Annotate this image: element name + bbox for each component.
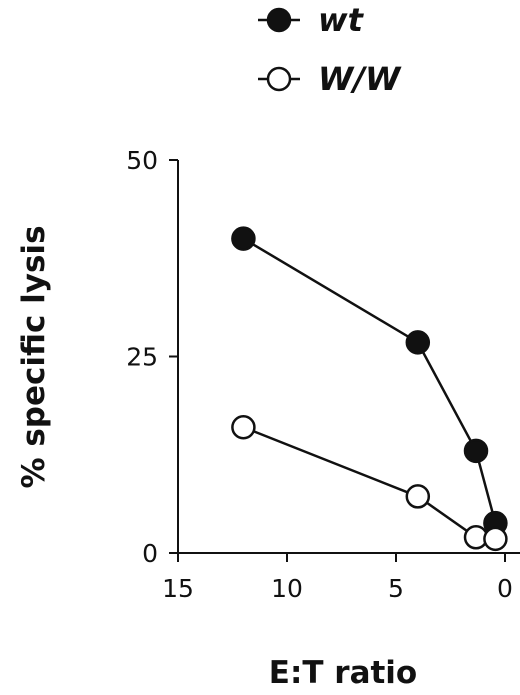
y-tick-label-0: 0 [142, 539, 158, 568]
legend: wt W/W [258, 1, 402, 98]
data-point-ww-1 [405, 484, 431, 509]
x-tick-label-5: 5 [388, 574, 404, 603]
legend-item-wt: wt [258, 1, 365, 39]
x-axis-title: E:T ratio [269, 655, 417, 691]
axes [177, 160, 520, 554]
legend-marker-ww [266, 66, 292, 92]
y-tick-label-25: 25 [126, 343, 158, 372]
data-point-wt-0 [231, 226, 256, 251]
x-tick-label-10: 10 [271, 574, 303, 603]
x-tick-label-15: 15 [162, 574, 194, 603]
x-tick-label-0: 0 [497, 574, 513, 603]
y-axis-title: % specific lysis [16, 225, 52, 488]
data-point-ww-3 [483, 526, 508, 552]
series-layer [231, 226, 508, 552]
legend-marker-wt [266, 7, 292, 33]
legend-label-ww: W/W [318, 60, 402, 98]
data-point-wt-2 [463, 438, 489, 464]
series-line-ww [242, 426, 496, 541]
data-point-ww-0 [231, 414, 256, 440]
legend-label-wt: wt [318, 1, 365, 39]
y-tick-label-50: 50 [126, 146, 158, 175]
legend-item-ww: W/W [258, 60, 402, 98]
series-line-wt [242, 237, 497, 524]
data-point-wt-1 [405, 330, 431, 355]
